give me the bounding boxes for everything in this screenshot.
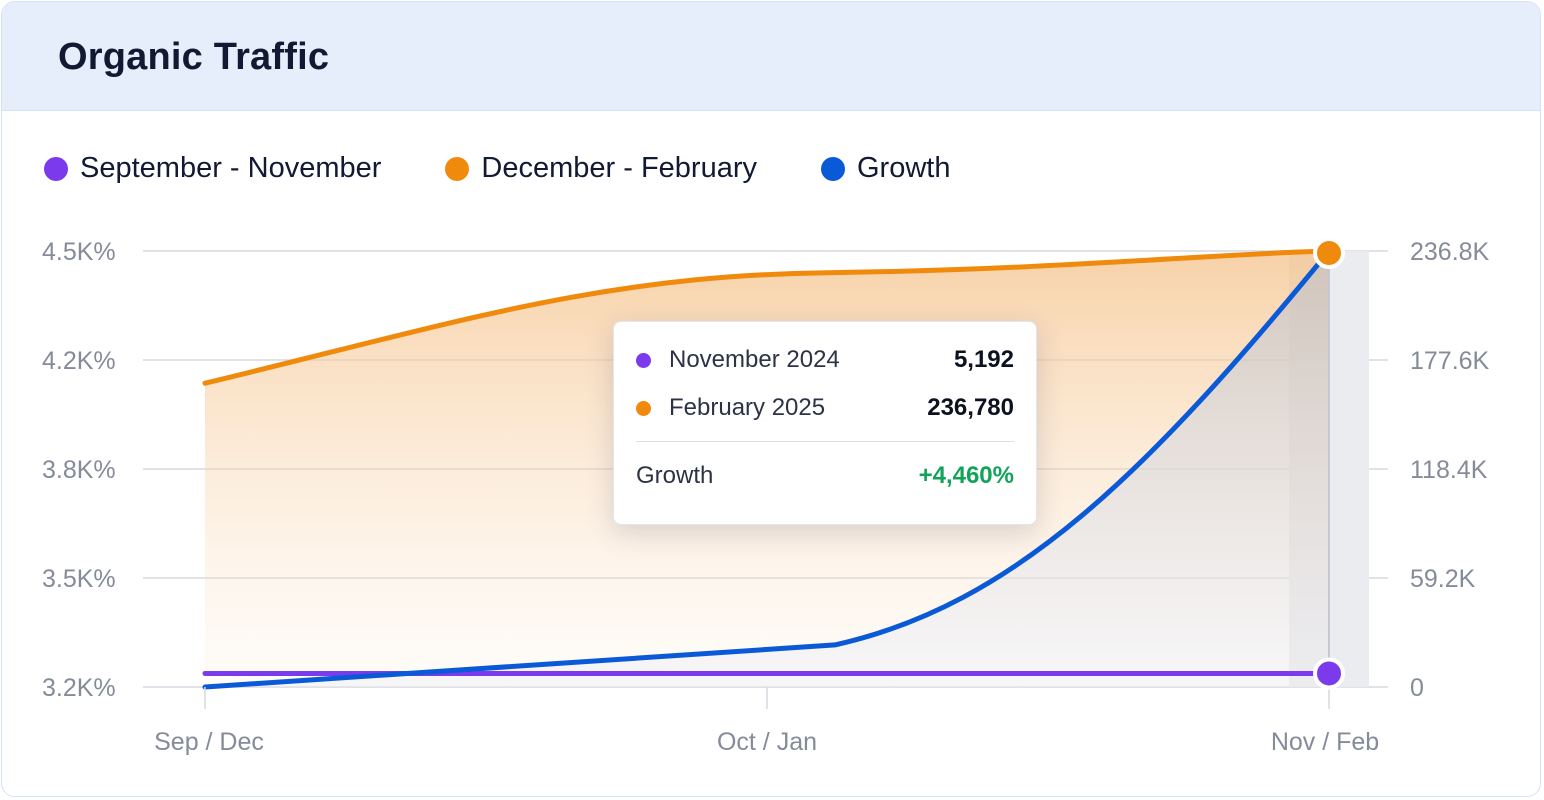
growth-area-fill [205, 251, 1329, 687]
series-line-dec-feb [202, 248, 1332, 386]
x-tick-label: Oct / Jan [717, 728, 817, 756]
y-right-tick-label: 236.8K [1410, 238, 1490, 266]
legend-item-growth[interactable]: Growth [821, 152, 950, 185]
tooltip-row-nov-2024: November 2024 5,192 [636, 346, 1014, 374]
legend-item-sep-nov[interactable]: September - November [44, 152, 381, 185]
x-tick-label: Nov / Feb [1271, 728, 1379, 756]
tooltip-divider [636, 441, 1014, 442]
y-right-tick-label: 59.2K [1410, 565, 1476, 593]
legend-item-dec-feb[interactable]: December - February [445, 152, 757, 185]
y-right-tick-label: 0 [1410, 674, 1424, 702]
tooltip-label: February 2025 [669, 394, 826, 421]
card-header: Organic Traffic [2, 2, 1540, 111]
card-title: Organic Traffic [58, 36, 330, 78]
legend-label: Growth [857, 152, 951, 184]
legend-dot-orange-icon [445, 156, 470, 181]
chart-tooltip: November 2024 5,192 February 2025 236,78… [613, 321, 1037, 525]
tooltip-row-feb-2025: February 2025 236,780 [636, 394, 1014, 422]
tooltip-growth-value: +4,460% [918, 462, 1014, 489]
tooltip-growth-label: Growth [636, 462, 714, 489]
y-left-tick-label: 4.5K% [42, 238, 116, 266]
legend-dot-blue-icon [821, 156, 845, 181]
tooltip-value: 5,192 [953, 346, 1014, 373]
legend-label: December - February [481, 152, 757, 184]
x-tick-label: Sep / Dec [154, 728, 264, 756]
chart-legend: September - November December - February… [44, 152, 1014, 185]
marker-dec-feb [1313, 237, 1345, 270]
y-right-tick-label: 177.6K [1410, 347, 1490, 375]
y-left-tick-label: 3.5K% [42, 565, 116, 593]
y-right-tick-label: 118.4K [1410, 456, 1488, 484]
legend-dot-purple-icon [44, 156, 68, 181]
tooltip-label: November 2024 [669, 346, 840, 373]
tooltip-value: 236,780 [927, 394, 1014, 421]
tooltip-dot-orange-icon [636, 400, 651, 416]
marker-sep-nov [1313, 657, 1345, 690]
series-line-growth [202, 248, 1332, 690]
y-left-tick-label: 4.2K% [42, 347, 116, 375]
tooltip-dot-purple-icon [636, 352, 651, 368]
tooltip-row-growth: Growth +4,460% [636, 462, 1014, 490]
y-left-tick-label: 3.2K% [42, 674, 116, 702]
legend-label: September - November [80, 152, 382, 184]
y-left-tick-label: 3.8K% [42, 456, 116, 484]
